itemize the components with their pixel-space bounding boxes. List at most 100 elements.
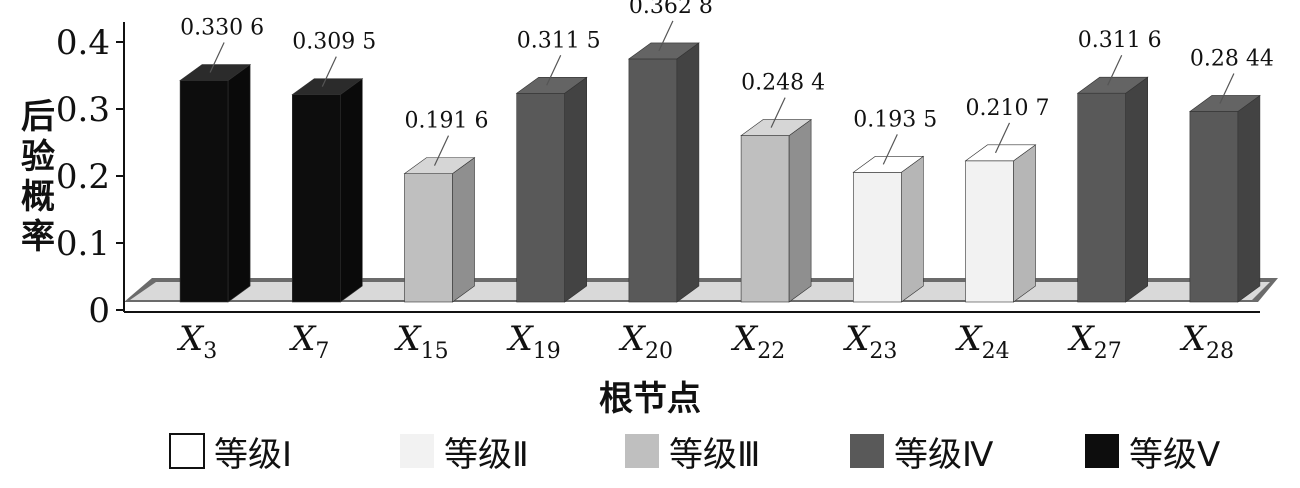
- legend: 等级Ⅰ 等级Ⅱ 等级Ⅲ 等级Ⅳ 等级Ⅴ: [169, 433, 1220, 475]
- legend-item: 等级Ⅱ: [400, 434, 529, 475]
- bar-top: [852, 156, 925, 173]
- y-axis-title-char: 概: [21, 177, 55, 217]
- y-axis-title-char: 验: [21, 137, 55, 177]
- legend-label: 等级Ⅰ: [214, 435, 292, 475]
- x-tick-label: X22: [730, 319, 785, 364]
- bar: [291, 78, 364, 303]
- value-label-leader: [1107, 54, 1123, 86]
- y-tick-label: 0.1: [56, 224, 110, 264]
- bar-top: [964, 144, 1037, 162]
- legend-label: 等级Ⅱ: [444, 435, 529, 475]
- value-label: 0.362 8: [629, 0, 713, 19]
- bar-front: [1077, 92, 1126, 303]
- bars: [179, 42, 1261, 303]
- value-label-leader: [433, 135, 450, 166]
- bar-top: [1188, 95, 1261, 112]
- x-tick-label: X23: [842, 319, 897, 364]
- value-label: 0.210 7: [966, 96, 1050, 121]
- bar-top: [515, 76, 588, 94]
- y-axis-title-char: 后: [21, 97, 55, 137]
- y-tick-label: 0: [88, 291, 110, 331]
- bar: [852, 155, 925, 303]
- bar-side: [1237, 94, 1261, 303]
- bar-side: [900, 155, 924, 303]
- legend-swatch: [400, 434, 434, 468]
- x-tick-label: X20: [618, 319, 673, 364]
- x-axis-title: 根节点: [599, 379, 701, 419]
- bar-side: [676, 42, 700, 303]
- bar: [1188, 94, 1261, 303]
- value-label: 0.28 44: [1190, 46, 1274, 71]
- value-label-leader: [658, 20, 674, 52]
- bar-side: [1125, 76, 1148, 303]
- x-tick-label: X19: [506, 319, 561, 364]
- x-tick-label: X27: [1067, 319, 1122, 364]
- value-label: 0.311 5: [517, 28, 601, 53]
- bar-side: [452, 157, 475, 303]
- bar-top: [291, 78, 364, 95]
- x-tick-label: X7: [288, 319, 329, 364]
- legend-item: 等级Ⅴ: [1085, 434, 1220, 475]
- bar-front: [628, 58, 678, 303]
- value-label: 0.191 6: [405, 109, 489, 134]
- bar-side: [227, 63, 251, 303]
- bar-top: [1076, 76, 1149, 94]
- bar: [515, 76, 588, 303]
- bar-top: [179, 64, 252, 81]
- value-label-leader: [546, 55, 562, 86]
- x-tick-label: X24: [954, 319, 1009, 364]
- bar-front: [404, 173, 453, 303]
- legend-swatch: [169, 433, 205, 469]
- legend-label: 等级Ⅲ: [669, 435, 760, 475]
- value-label: 0.311 6: [1078, 28, 1162, 53]
- value-label: 0.248 4: [741, 71, 825, 96]
- x-tick-labels: X3 X7 X15 X19 X20 X22 X23 X24 X27 X28: [176, 319, 1234, 364]
- x-tick-label: X15: [393, 319, 448, 364]
- bar-front: [179, 80, 229, 303]
- value-label-leader: [994, 122, 1011, 154]
- y-tick-label: 0.3: [56, 90, 110, 130]
- value-label-leader: [1219, 73, 1235, 104]
- value-label-leader: [770, 97, 786, 128]
- bar: [403, 157, 476, 303]
- bar-top: [627, 42, 700, 60]
- legend-swatch: [625, 434, 659, 468]
- bar-front: [852, 172, 902, 303]
- value-label: 0.309 5: [292, 30, 376, 55]
- bar: [179, 63, 252, 303]
- bar-top: [403, 157, 476, 174]
- value-label-leader: [209, 42, 225, 73]
- legend-label: 等级Ⅳ: [894, 435, 994, 475]
- legend-label: 等级Ⅴ: [1129, 435, 1220, 475]
- bar-side: [788, 118, 812, 303]
- value-label-leader: [321, 56, 337, 87]
- value-labels: 0.330 6 0.309 5 0.191 6 0.311 5 0.362 8 0.248…: [180, 0, 1274, 166]
- value-label: 0.193 5: [853, 107, 937, 132]
- legend-item: 等级Ⅳ: [850, 434, 994, 475]
- bar: [1076, 76, 1149, 303]
- y-tick-label: 0.4: [56, 23, 110, 63]
- bar-front: [516, 92, 566, 303]
- legend-swatch: [850, 434, 884, 468]
- value-label-leader: [882, 134, 898, 165]
- axes: 0 0.1 0.2 0.3 0.4: [56, 22, 1260, 331]
- bar: [627, 42, 700, 303]
- x-tick-label: X28: [1179, 319, 1234, 364]
- bar-front: [740, 135, 790, 303]
- bar: [964, 144, 1037, 303]
- value-label: 0.330 6: [180, 15, 264, 40]
- bar: [740, 118, 813, 303]
- y-axis-title-char: 率: [21, 217, 55, 257]
- bar-side: [1013, 144, 1036, 303]
- bar-front: [965, 160, 1014, 303]
- bar-front: [291, 94, 341, 303]
- bar-front: [1189, 111, 1239, 303]
- x-tick-label: X3: [176, 319, 217, 364]
- legend-item: 等级Ⅲ: [625, 434, 760, 475]
- bar-side: [564, 76, 588, 303]
- bar-top: [740, 119, 813, 136]
- legend-swatch: [1085, 434, 1119, 468]
- y-tick-label: 0.2: [56, 157, 110, 197]
